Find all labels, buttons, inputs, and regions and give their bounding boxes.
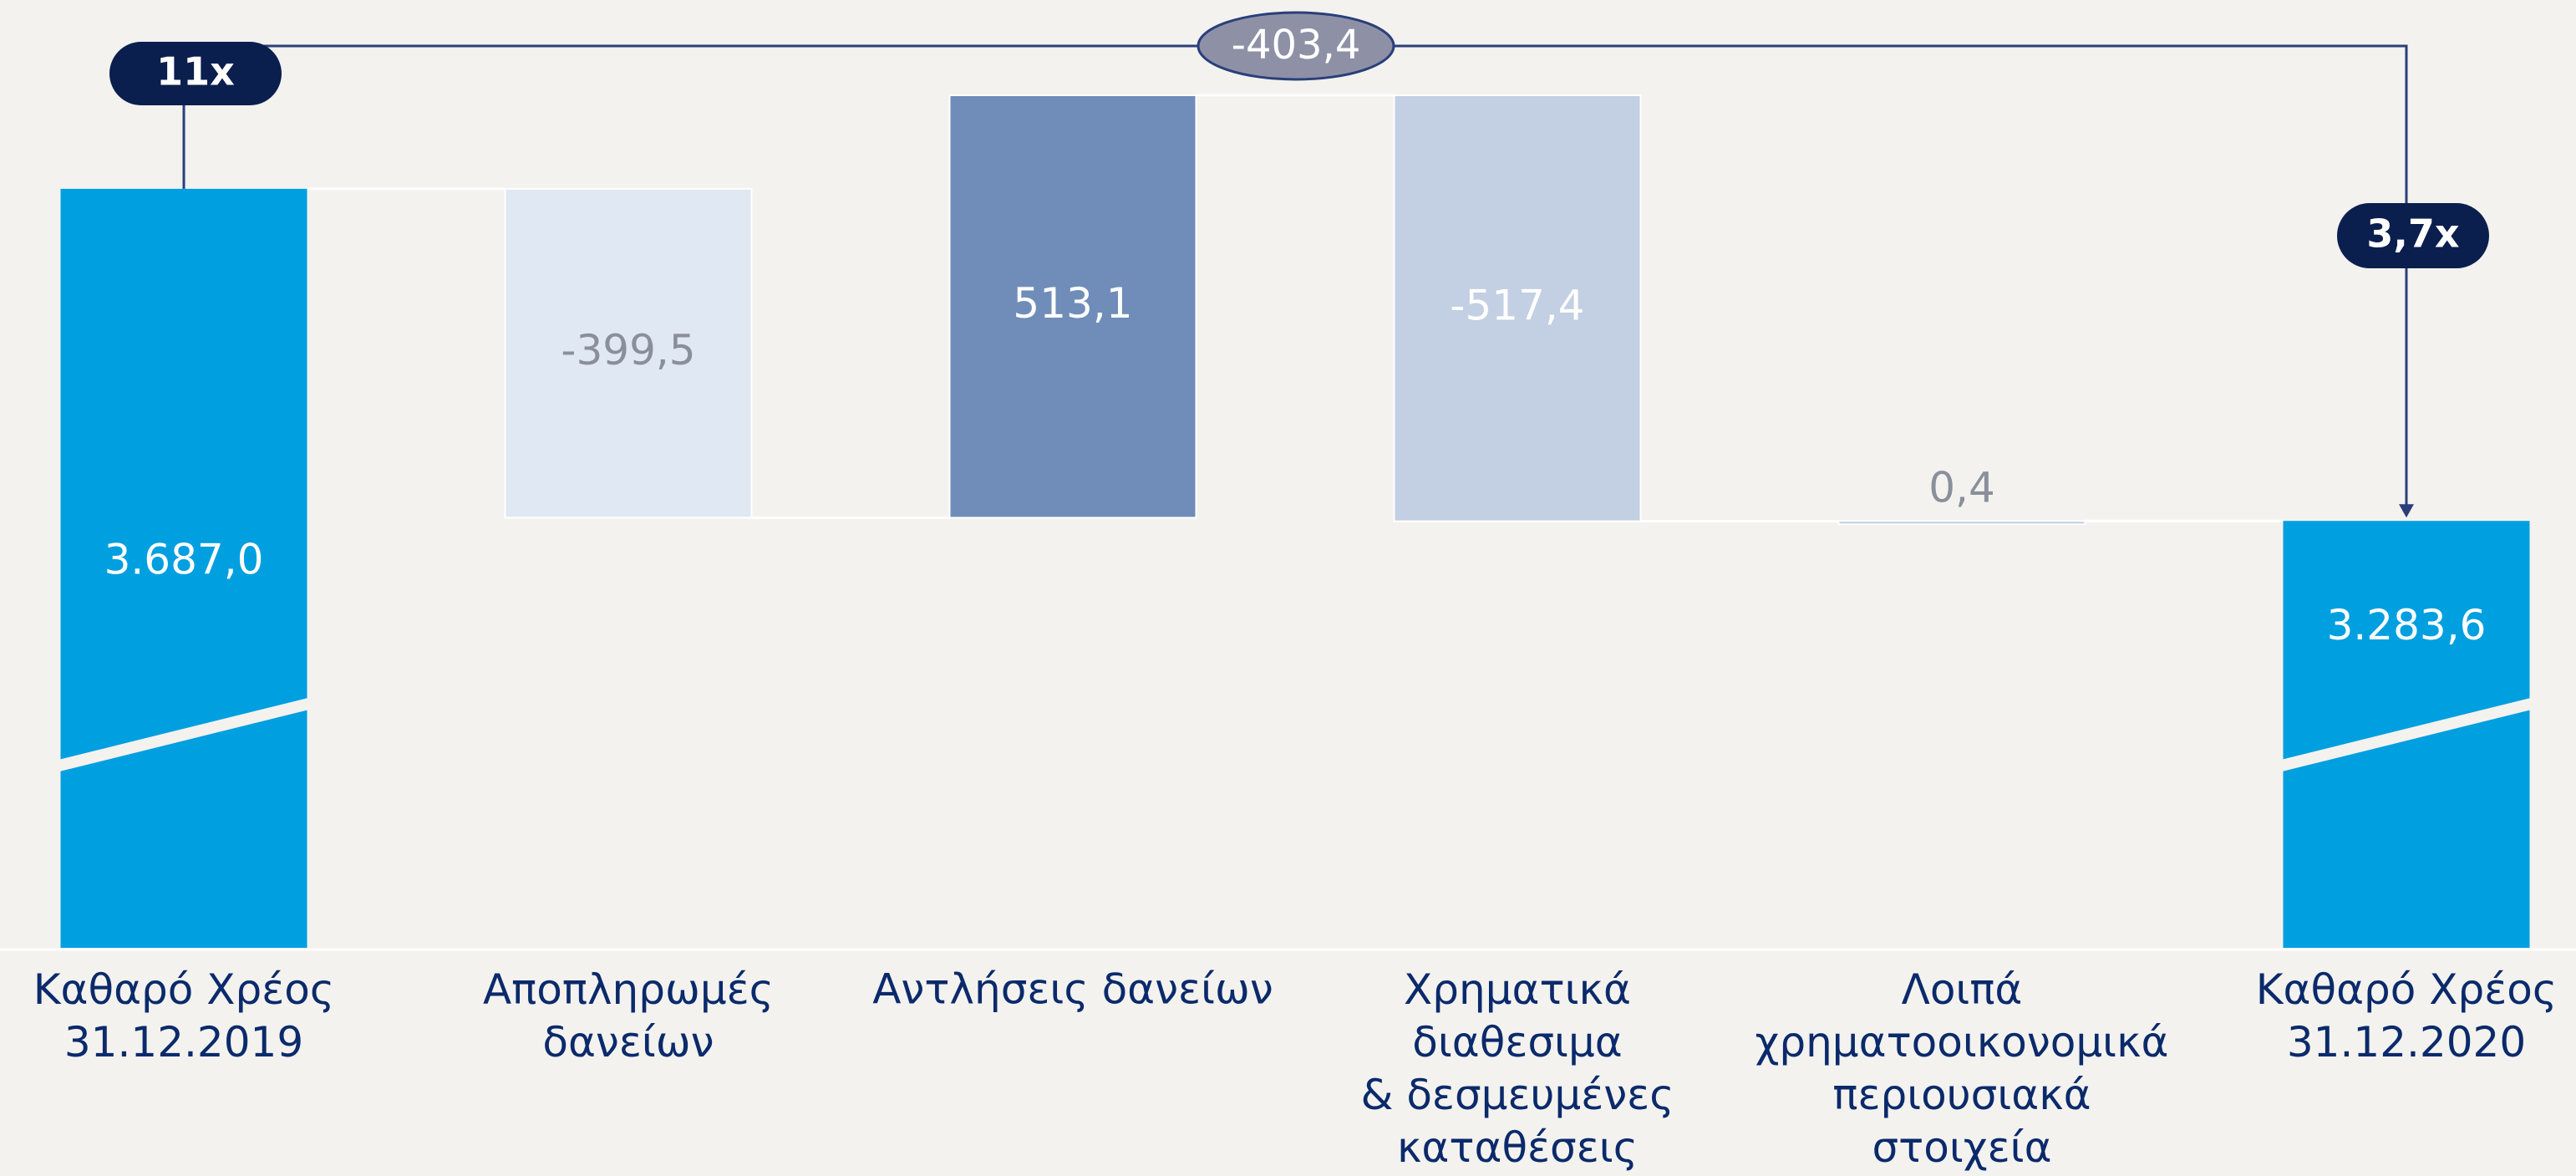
- x-tick-label: Χρηματικά διαθεσιμα & δεσμευμένες καταθέσει…: [1360, 965, 1674, 1172]
- value-label: 3.283,6: [2327, 601, 2487, 649]
- x-tick-label: Λοιπά χρηματοοικονομικά περιουσιακά στοιχεί…: [1755, 965, 2168, 1172]
- value-label: -399,5: [561, 326, 695, 374]
- x-tick-label: Αντλήσεις δανείων: [872, 965, 1273, 1014]
- bar: [504, 187, 753, 519]
- value-label: 0,4: [1928, 464, 1995, 512]
- multiple-label: 3,7x: [2366, 211, 2459, 257]
- change-badge: [1197, 11, 1395, 81]
- bar: [60, 188, 307, 948]
- change-bracket: [263, 44, 2408, 508]
- multiple-pill: [2337, 203, 2489, 268]
- axis-break: [50, 696, 318, 773]
- value-label: 513,1: [1013, 279, 1132, 328]
- bar: [1837, 520, 2086, 526]
- x-tick-label: Καθαρό Χρέος 31.12.2019: [33, 965, 334, 1067]
- bar: [948, 94, 1197, 519]
- axis-break: [2273, 696, 2540, 773]
- bar: [1393, 94, 1642, 522]
- x-tick-label: Αποπληρωμές δανείων: [483, 965, 774, 1067]
- x-tick-label: Καθαρό Χρέος 31.12.2020: [2256, 965, 2557, 1067]
- arrow-head: [2399, 504, 2414, 518]
- value-label: 3.687,0: [104, 535, 264, 583]
- multiple-pill: [109, 42, 282, 105]
- value-label: -517,4: [1450, 281, 1584, 329]
- change-label: -403,4: [1232, 22, 1361, 69]
- multiple-label: 11x: [156, 49, 235, 94]
